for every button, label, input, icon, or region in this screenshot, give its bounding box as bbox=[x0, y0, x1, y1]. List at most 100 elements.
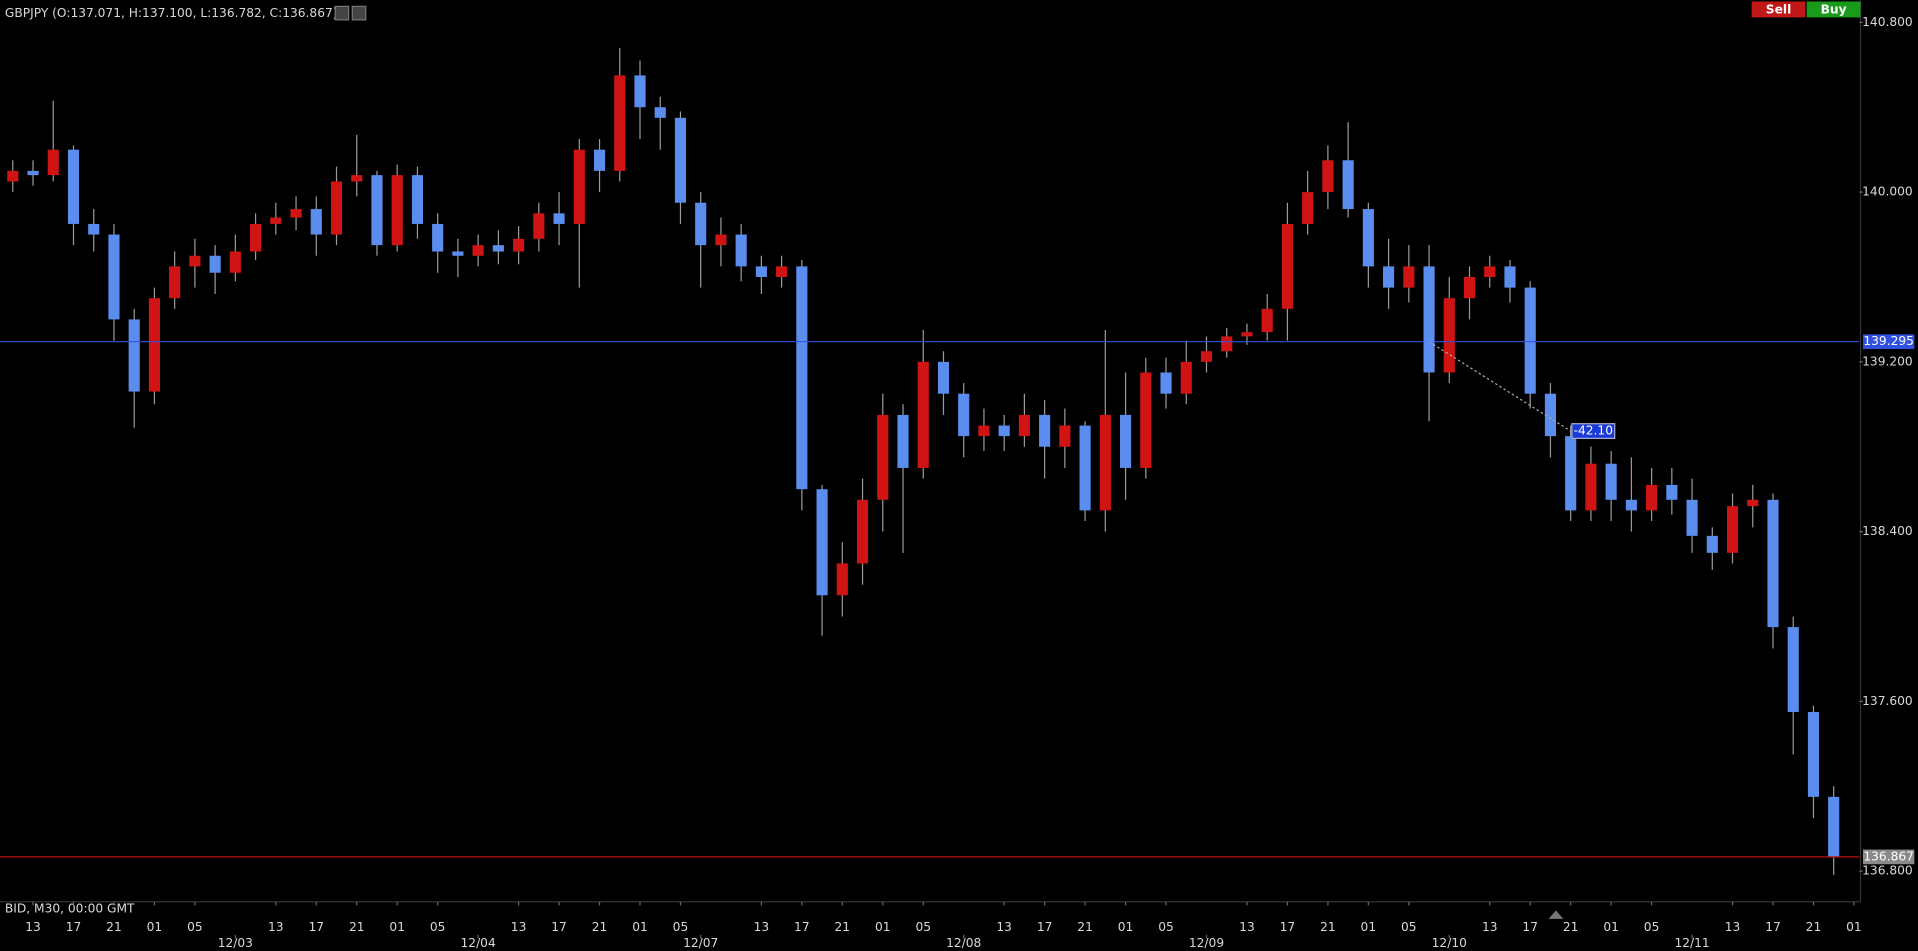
candle-body bbox=[877, 414, 889, 500]
candle-body bbox=[1362, 209, 1374, 267]
price-line-label-box bbox=[1862, 334, 1915, 350]
candle-body bbox=[1767, 499, 1779, 628]
candle-body bbox=[735, 234, 747, 267]
candle-body bbox=[1281, 223, 1293, 309]
candle-body bbox=[229, 251, 241, 273]
x-tick-label: 01 bbox=[875, 920, 891, 934]
x-tick-label: 13 bbox=[25, 920, 41, 934]
candle-body bbox=[1666, 484, 1678, 500]
buy-label[interactable]: Buy bbox=[1821, 3, 1847, 17]
date-tick-label: 12/09 bbox=[1189, 936, 1224, 950]
x-tick-label: 17 bbox=[1280, 920, 1296, 934]
candle-body bbox=[1747, 499, 1759, 507]
date-tick-label: 12/07 bbox=[683, 936, 718, 950]
candle-body bbox=[776, 266, 788, 277]
candle-body bbox=[1383, 266, 1395, 288]
measure-anchor bbox=[1424, 336, 1434, 347]
candle-body bbox=[1484, 266, 1496, 277]
candle-body bbox=[169, 266, 181, 299]
candle-body bbox=[978, 425, 990, 437]
candle-body bbox=[816, 489, 828, 596]
candle-body bbox=[917, 361, 929, 468]
buy-button[interactable] bbox=[1806, 1, 1861, 18]
x-tick-label: 17 bbox=[1037, 920, 1053, 934]
date-tick-label: 12/08 bbox=[946, 936, 981, 950]
x-tick-label: 21 bbox=[835, 920, 851, 934]
x-tick-label: 13 bbox=[754, 920, 770, 934]
date-tick-label: 12/11 bbox=[1674, 936, 1709, 950]
x-tick-label: 05 bbox=[430, 920, 446, 934]
price-line-label: 136.867 bbox=[1863, 849, 1914, 863]
x-tick-label: 21 bbox=[349, 920, 365, 934]
x-tick-label: 01 bbox=[632, 920, 648, 934]
candle-body bbox=[1828, 796, 1840, 857]
candle-body bbox=[796, 266, 808, 490]
x-tick-label: 13 bbox=[1482, 920, 1498, 934]
candle-body bbox=[1807, 711, 1820, 797]
candle-body bbox=[1059, 425, 1071, 447]
candle-body bbox=[371, 175, 383, 246]
candle-body bbox=[1241, 332, 1253, 337]
candle-body bbox=[654, 107, 666, 118]
candle-body bbox=[1018, 414, 1030, 437]
candle-body bbox=[1039, 414, 1051, 447]
candle-body bbox=[614, 75, 626, 171]
y-tick-label: 136.800 bbox=[1862, 864, 1913, 878]
x-tick-label: 01 bbox=[147, 920, 163, 934]
candle-body bbox=[88, 223, 100, 235]
candle-body bbox=[1180, 361, 1192, 394]
candle-body bbox=[351, 175, 363, 182]
candle-body bbox=[836, 563, 848, 596]
candle-body bbox=[1079, 425, 1091, 511]
candle-body bbox=[1120, 414, 1132, 468]
candle-body bbox=[1160, 372, 1172, 394]
candle-body bbox=[1625, 499, 1637, 511]
x-tick-label: 13 bbox=[996, 920, 1012, 934]
x-tick-label: 21 bbox=[1077, 920, 1093, 934]
candle-body bbox=[128, 319, 140, 392]
candle-body bbox=[189, 255, 201, 267]
candle-body bbox=[209, 255, 221, 273]
candle-body bbox=[310, 209, 322, 235]
x-tick-label: 05 bbox=[187, 920, 203, 934]
candle-body bbox=[148, 298, 160, 392]
candle-body bbox=[1423, 266, 1435, 373]
sell-label[interactable]: Sell bbox=[1766, 3, 1791, 17]
candle-body bbox=[290, 209, 302, 218]
candle-body bbox=[1342, 160, 1354, 210]
x-tick-label: 01 bbox=[1603, 920, 1619, 934]
candle-body bbox=[856, 499, 869, 564]
candle-body bbox=[1726, 506, 1739, 553]
x-tick-label: 21 bbox=[106, 920, 122, 934]
candle-body bbox=[1686, 499, 1698, 536]
x-tick-label: 01 bbox=[1846, 920, 1862, 934]
candle-body bbox=[1544, 393, 1557, 437]
y-tick-label: 139.200 bbox=[1862, 354, 1913, 368]
scroll-marker[interactable] bbox=[1548, 910, 1564, 919]
x-tick-label: 05 bbox=[1401, 920, 1417, 934]
y-tick-label: 140.800 bbox=[1862, 15, 1913, 29]
x-tick-label: 13 bbox=[268, 920, 284, 934]
candle-body bbox=[553, 213, 565, 224]
settings-icon[interactable] bbox=[334, 5, 350, 21]
candle-body bbox=[1524, 287, 1536, 394]
candle-body bbox=[958, 393, 970, 437]
x-tick-label: 05 bbox=[1644, 920, 1660, 934]
footer-label: BID, M30, 00:00 GMT bbox=[5, 902, 135, 916]
candle-body bbox=[1200, 351, 1213, 362]
date-tick-label: 12/04 bbox=[461, 936, 496, 950]
sell-button[interactable] bbox=[1751, 1, 1806, 18]
date-tick-label: 12/10 bbox=[1432, 936, 1467, 950]
x-tick-label: 17 bbox=[551, 920, 567, 934]
candle-body bbox=[47, 149, 59, 176]
candle-body bbox=[634, 75, 646, 108]
x-tick-label: 21 bbox=[592, 920, 608, 934]
close-icon[interactable] bbox=[351, 5, 367, 21]
candle-body bbox=[452, 251, 464, 256]
candle-body bbox=[1099, 414, 1111, 511]
candle-body bbox=[472, 245, 484, 256]
candle-body bbox=[998, 425, 1010, 437]
candle-body bbox=[593, 149, 606, 171]
